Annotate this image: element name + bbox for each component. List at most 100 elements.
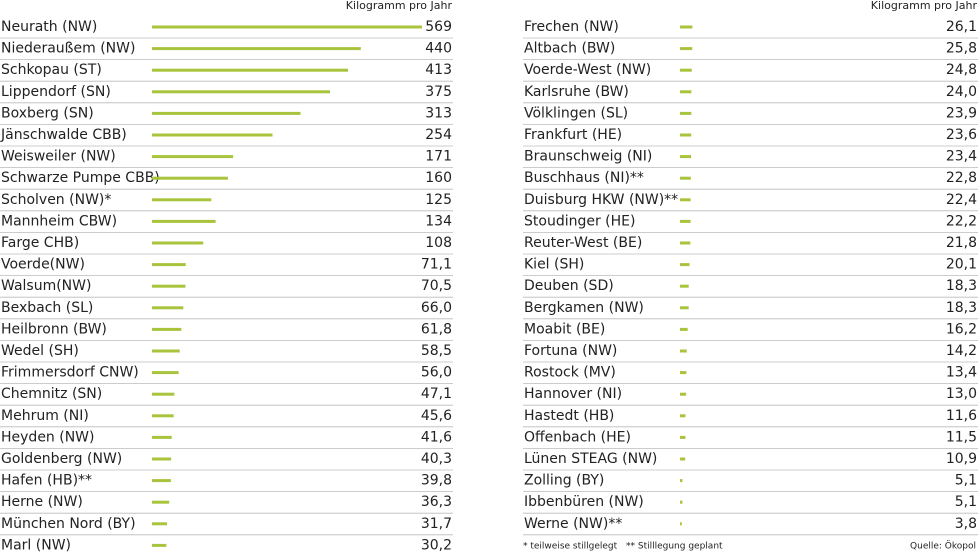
value-label: 58,5 bbox=[421, 343, 452, 359]
value-label: 440 bbox=[425, 41, 452, 57]
value-label: 56,0 bbox=[421, 365, 452, 381]
bar bbox=[152, 435, 172, 439]
value-label: 66,0 bbox=[421, 300, 452, 316]
bar bbox=[152, 90, 330, 94]
bar bbox=[152, 263, 186, 267]
value-label: 18,3 bbox=[946, 278, 977, 294]
bar bbox=[680, 284, 689, 288]
category-label: Wedel (SH) bbox=[1, 343, 79, 359]
category-label: Chemnitz (SN) bbox=[1, 386, 102, 402]
bar bbox=[680, 263, 690, 267]
bar bbox=[152, 479, 171, 483]
bar bbox=[680, 522, 682, 526]
value-label: 21,8 bbox=[946, 235, 977, 251]
value-label: 24,8 bbox=[946, 62, 977, 78]
value-label: 3,8 bbox=[955, 516, 977, 532]
value-label: 30,2 bbox=[421, 537, 452, 553]
category-label: Lippendorf (SN) bbox=[1, 84, 111, 100]
category-label: Buschhaus (NI)** bbox=[524, 170, 644, 186]
value-label: 413 bbox=[425, 62, 452, 78]
category-label: Schkopau (ST) bbox=[1, 62, 102, 78]
bar bbox=[680, 349, 687, 353]
value-label: 22,4 bbox=[946, 192, 977, 208]
bar bbox=[680, 479, 683, 483]
bar bbox=[152, 327, 182, 331]
value-label: 313 bbox=[425, 105, 452, 121]
bar bbox=[680, 414, 686, 418]
category-label: Rostock (MV) bbox=[524, 365, 616, 381]
unit-label: Kilogramm pro Jahr bbox=[871, 0, 978, 12]
category-label: Bergkamen (NW) bbox=[524, 300, 644, 316]
bar bbox=[152, 176, 228, 180]
value-label: 47,1 bbox=[421, 386, 452, 402]
value-label: 24,0 bbox=[946, 84, 977, 100]
value-label: 5,1 bbox=[955, 473, 977, 489]
bar bbox=[152, 371, 179, 375]
bar bbox=[680, 176, 691, 180]
value-label: 16,2 bbox=[946, 321, 977, 337]
bar bbox=[680, 457, 686, 461]
value-label: 20,1 bbox=[946, 257, 977, 273]
category-label: Voerde(NW) bbox=[1, 257, 85, 273]
bar bbox=[152, 155, 234, 159]
category-label: Braunschweig (NI) bbox=[524, 149, 652, 165]
category-label: Herne (NW) bbox=[1, 494, 83, 510]
value-label: 5,1 bbox=[955, 494, 977, 510]
category-label: Hastedt (HB) bbox=[524, 408, 614, 424]
bar bbox=[152, 392, 175, 396]
value-label: 71,1 bbox=[421, 257, 452, 273]
value-label: 13,4 bbox=[946, 365, 977, 381]
bar bbox=[680, 435, 686, 439]
bar bbox=[680, 198, 691, 202]
category-label: Frechen (NW) bbox=[524, 19, 619, 35]
category-label: Goldenberg (NW) bbox=[1, 451, 122, 467]
bar bbox=[680, 25, 693, 29]
value-label: 10,9 bbox=[946, 451, 977, 467]
category-label: Hannover (NI) bbox=[524, 386, 622, 402]
value-label: 160 bbox=[425, 170, 452, 186]
bar bbox=[680, 90, 692, 94]
category-label: Neurath (NW) bbox=[1, 19, 97, 35]
bar bbox=[152, 306, 184, 310]
category-label: Deuben (SD) bbox=[524, 278, 614, 294]
value-label: 23,4 bbox=[946, 149, 977, 165]
value-label: 254 bbox=[425, 127, 452, 143]
category-label: Karlsruhe (BW) bbox=[524, 84, 629, 100]
value-label: 23,9 bbox=[946, 105, 977, 121]
category-label: Altbach (BW) bbox=[524, 41, 615, 57]
value-label: 375 bbox=[425, 84, 452, 100]
value-label: 125 bbox=[425, 192, 452, 208]
bar bbox=[680, 306, 689, 310]
value-label: 171 bbox=[425, 149, 452, 165]
footnote: ** Stilllegung geplant bbox=[626, 542, 723, 552]
bar bbox=[680, 327, 688, 331]
bar bbox=[680, 68, 692, 72]
bar bbox=[152, 522, 168, 526]
value-label: 25,8 bbox=[946, 41, 977, 57]
category-label: Zolling (BY) bbox=[524, 473, 604, 489]
value-label: 108 bbox=[425, 235, 452, 251]
bar bbox=[680, 155, 692, 159]
category-label: Boxberg (SN) bbox=[1, 105, 94, 121]
value-label: 61,8 bbox=[421, 321, 452, 337]
value-label: 40,3 bbox=[421, 451, 452, 467]
category-label: Mehrum (NI) bbox=[1, 408, 89, 424]
category-label: Hafen (HB)** bbox=[1, 473, 92, 489]
category-label: Schwarze Pumpe CBB) bbox=[1, 170, 160, 186]
category-label: Lünen STEAG (NW) bbox=[524, 451, 657, 467]
category-label: Fortuna (NW) bbox=[524, 343, 617, 359]
category-label: Ibbenbüren (NW) bbox=[524, 494, 644, 510]
bar bbox=[152, 47, 361, 51]
value-label: 14,2 bbox=[946, 343, 977, 359]
value-label: 13,0 bbox=[946, 386, 977, 402]
category-label: Frankfurt (HE) bbox=[524, 127, 622, 143]
value-label: 11,6 bbox=[946, 408, 977, 424]
bar bbox=[680, 47, 693, 51]
category-label: Reuter-West (BE) bbox=[524, 235, 642, 251]
category-label: Jänschwalde CBB) bbox=[0, 127, 127, 143]
value-label: 31,7 bbox=[421, 516, 452, 532]
category-label: Niederaußem (NW) bbox=[1, 41, 135, 57]
category-label: Scholven (NW)* bbox=[1, 192, 111, 208]
category-label: Frimmersdorf CNW) bbox=[1, 365, 139, 381]
value-label: 569 bbox=[425, 19, 452, 35]
